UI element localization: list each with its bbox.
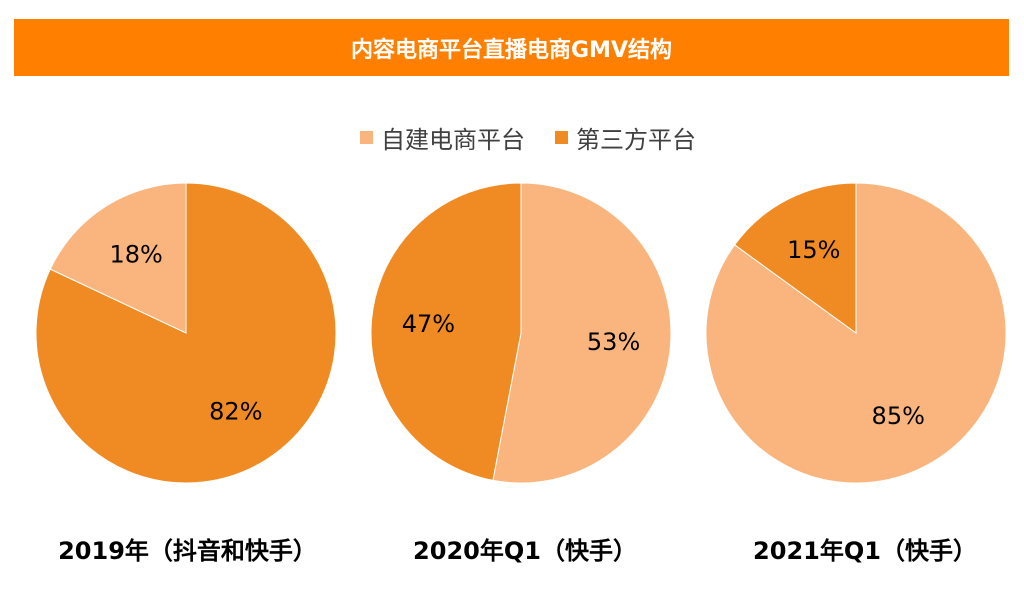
pie-slice-2020-q1-0: [492, 182, 672, 484]
legend-item-self-built: 自建电商平台: [360, 120, 525, 155]
pie-slice-2019-1: [49, 182, 187, 334]
pie-slice-2020-q1-1: [370, 182, 522, 481]
legend-label-third-party: 第三方平台: [576, 125, 696, 154]
chart-title-banner: 内容电商平台直播电商GMV结构: [14, 19, 1009, 76]
pie-caption-2021-q1: 2021年Q1（快手）: [753, 536, 977, 565]
pie-slice-label-2019-0: 82%: [209, 398, 262, 426]
pie-slice-label-2020-q1-0: 53%: [587, 328, 640, 356]
pie-caption-2019: 2019年（抖音和快手）: [58, 536, 317, 565]
legend: 自建电商平台 第三方平台: [360, 117, 726, 157]
legend-item-third-party: 第三方平台: [555, 120, 696, 155]
pie-slice-label-2019-1: 18%: [109, 240, 162, 268]
pie-slice-2021-q1-1: [733, 182, 857, 334]
legend-swatch-self-built: [360, 130, 373, 144]
pie-slice-label-2021-q1-0: 85%: [872, 402, 925, 430]
legend-label-self-built: 自建电商平台: [381, 125, 525, 154]
pie-slice-label-2020-q1-1: 47%: [402, 310, 455, 338]
pie-slice-label-2021-q1-1: 15%: [787, 236, 840, 264]
chart-title: 内容电商平台直播电商GMV结构: [351, 37, 672, 63]
legend-swatch-third-party: [555, 130, 568, 144]
pie-caption-2020-q1: 2020年Q1（快手）: [413, 536, 637, 565]
